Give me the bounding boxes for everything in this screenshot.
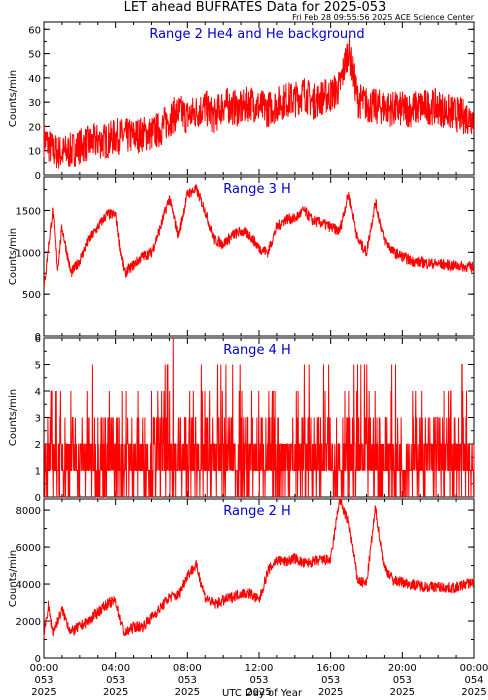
y-tick-label: 500 xyxy=(22,290,41,301)
x-tick-label-year: 2025 xyxy=(390,687,415,698)
panel-3: 0 1 2 3 4 5 6 Counts/min Range 4 H xyxy=(8,334,475,504)
x-tick-label-time: 16:00 xyxy=(316,663,345,674)
y-tick-label: 50 xyxy=(28,50,41,61)
y-tick-label: 20 xyxy=(28,122,41,133)
x-tick-label-year: 2025 xyxy=(318,687,343,698)
y-tick-label: 0 xyxy=(35,171,41,182)
y-tick-label: 0 xyxy=(35,332,41,343)
timestamp: Fri Feb 28 09:55:56 2025 ACE Science Cen… xyxy=(292,13,475,22)
panel-2: 0 500 1000 1500 Counts/min Range 3 H xyxy=(8,176,475,343)
y-tick-label: 0 xyxy=(35,654,41,665)
y-tick-label: 1500 xyxy=(16,206,41,217)
x-tick-label-time: 08:00 xyxy=(173,663,202,674)
x-tick-label-year: 2025 xyxy=(31,687,56,698)
series-line xyxy=(43,498,475,638)
x-tick-label-day: 053 xyxy=(178,675,197,686)
x-tick-label-year: 2025 xyxy=(246,687,271,698)
x-tick-label-day: 053 xyxy=(34,675,53,686)
panel-label: Range 2 He4 and He background xyxy=(149,27,364,42)
series-line xyxy=(44,337,475,498)
x-tick-label-day: 053 xyxy=(106,675,125,686)
panel-frame xyxy=(43,498,475,659)
y-axis-label: Counts/min xyxy=(8,228,19,285)
x-tick-label-day: 053 xyxy=(393,675,412,686)
y-tick-label: 5 xyxy=(35,361,41,372)
panel-label: Range 4 H xyxy=(223,343,291,358)
y-tick-label: 1000 xyxy=(16,248,41,259)
x-tick-label-time: 00:00 xyxy=(460,663,488,674)
series-line xyxy=(43,35,475,169)
y-tick-label: 4 xyxy=(35,387,41,398)
series-line xyxy=(43,184,475,288)
x-tick-label-year: 2025 xyxy=(103,687,128,698)
y-axis-label: Counts/min xyxy=(8,70,19,127)
y-tick-label: 10 xyxy=(28,147,41,158)
x-tick-label-day: 054 xyxy=(464,675,483,686)
y-tick-label: 1 xyxy=(35,467,41,478)
y-tick-label: 0 xyxy=(35,493,41,504)
y-tick-label: 30 xyxy=(28,98,41,109)
x-tick-label-day: 053 xyxy=(321,675,340,686)
x-tick-label-time: 12:00 xyxy=(245,663,274,674)
x-tick-label-time: 04:00 xyxy=(101,663,130,674)
y-tick-label: 4000 xyxy=(16,580,41,591)
y-axis-label: Counts/min xyxy=(8,550,19,607)
y-tick-label: 40 xyxy=(28,74,41,85)
y-tick-label: 6000 xyxy=(16,543,41,554)
panel-label: Range 2 H xyxy=(223,504,291,519)
x-axis-label: UTC Day of Year xyxy=(222,688,303,699)
x-tick-label-time: 20:00 xyxy=(388,663,417,674)
y-tick-label: 2000 xyxy=(16,617,41,628)
x-tick-label-year: 2025 xyxy=(175,687,200,698)
x-tick-label-time: 00:00 xyxy=(30,663,59,674)
y-tick-label: 2 xyxy=(35,440,41,451)
panel-label: Range 3 H xyxy=(223,182,291,197)
panel-4: 0 2000 4000 6000 8000 Counts/min Range 2 H xyxy=(8,498,475,665)
y-tick-label: 3 xyxy=(35,414,41,425)
y-tick-label: 6 xyxy=(35,334,41,345)
panel-1: 0 10 20 30 40 50 60 Counts/min Range 2 He4 and H… xyxy=(8,21,475,182)
x-tick-label-day: 053 xyxy=(249,675,268,686)
y-axis-label: Counts/min xyxy=(8,389,19,446)
x-tick-label-year: 2025 xyxy=(461,687,486,698)
y-tick-label: 60 xyxy=(28,25,41,36)
chart-title: LET ahead BUFRATES Data for 2025-053 xyxy=(124,0,387,15)
y-tick-label: 8000 xyxy=(16,506,41,517)
x-axis: 00:00053202504:00053202508:00053202512:0… xyxy=(30,663,488,698)
